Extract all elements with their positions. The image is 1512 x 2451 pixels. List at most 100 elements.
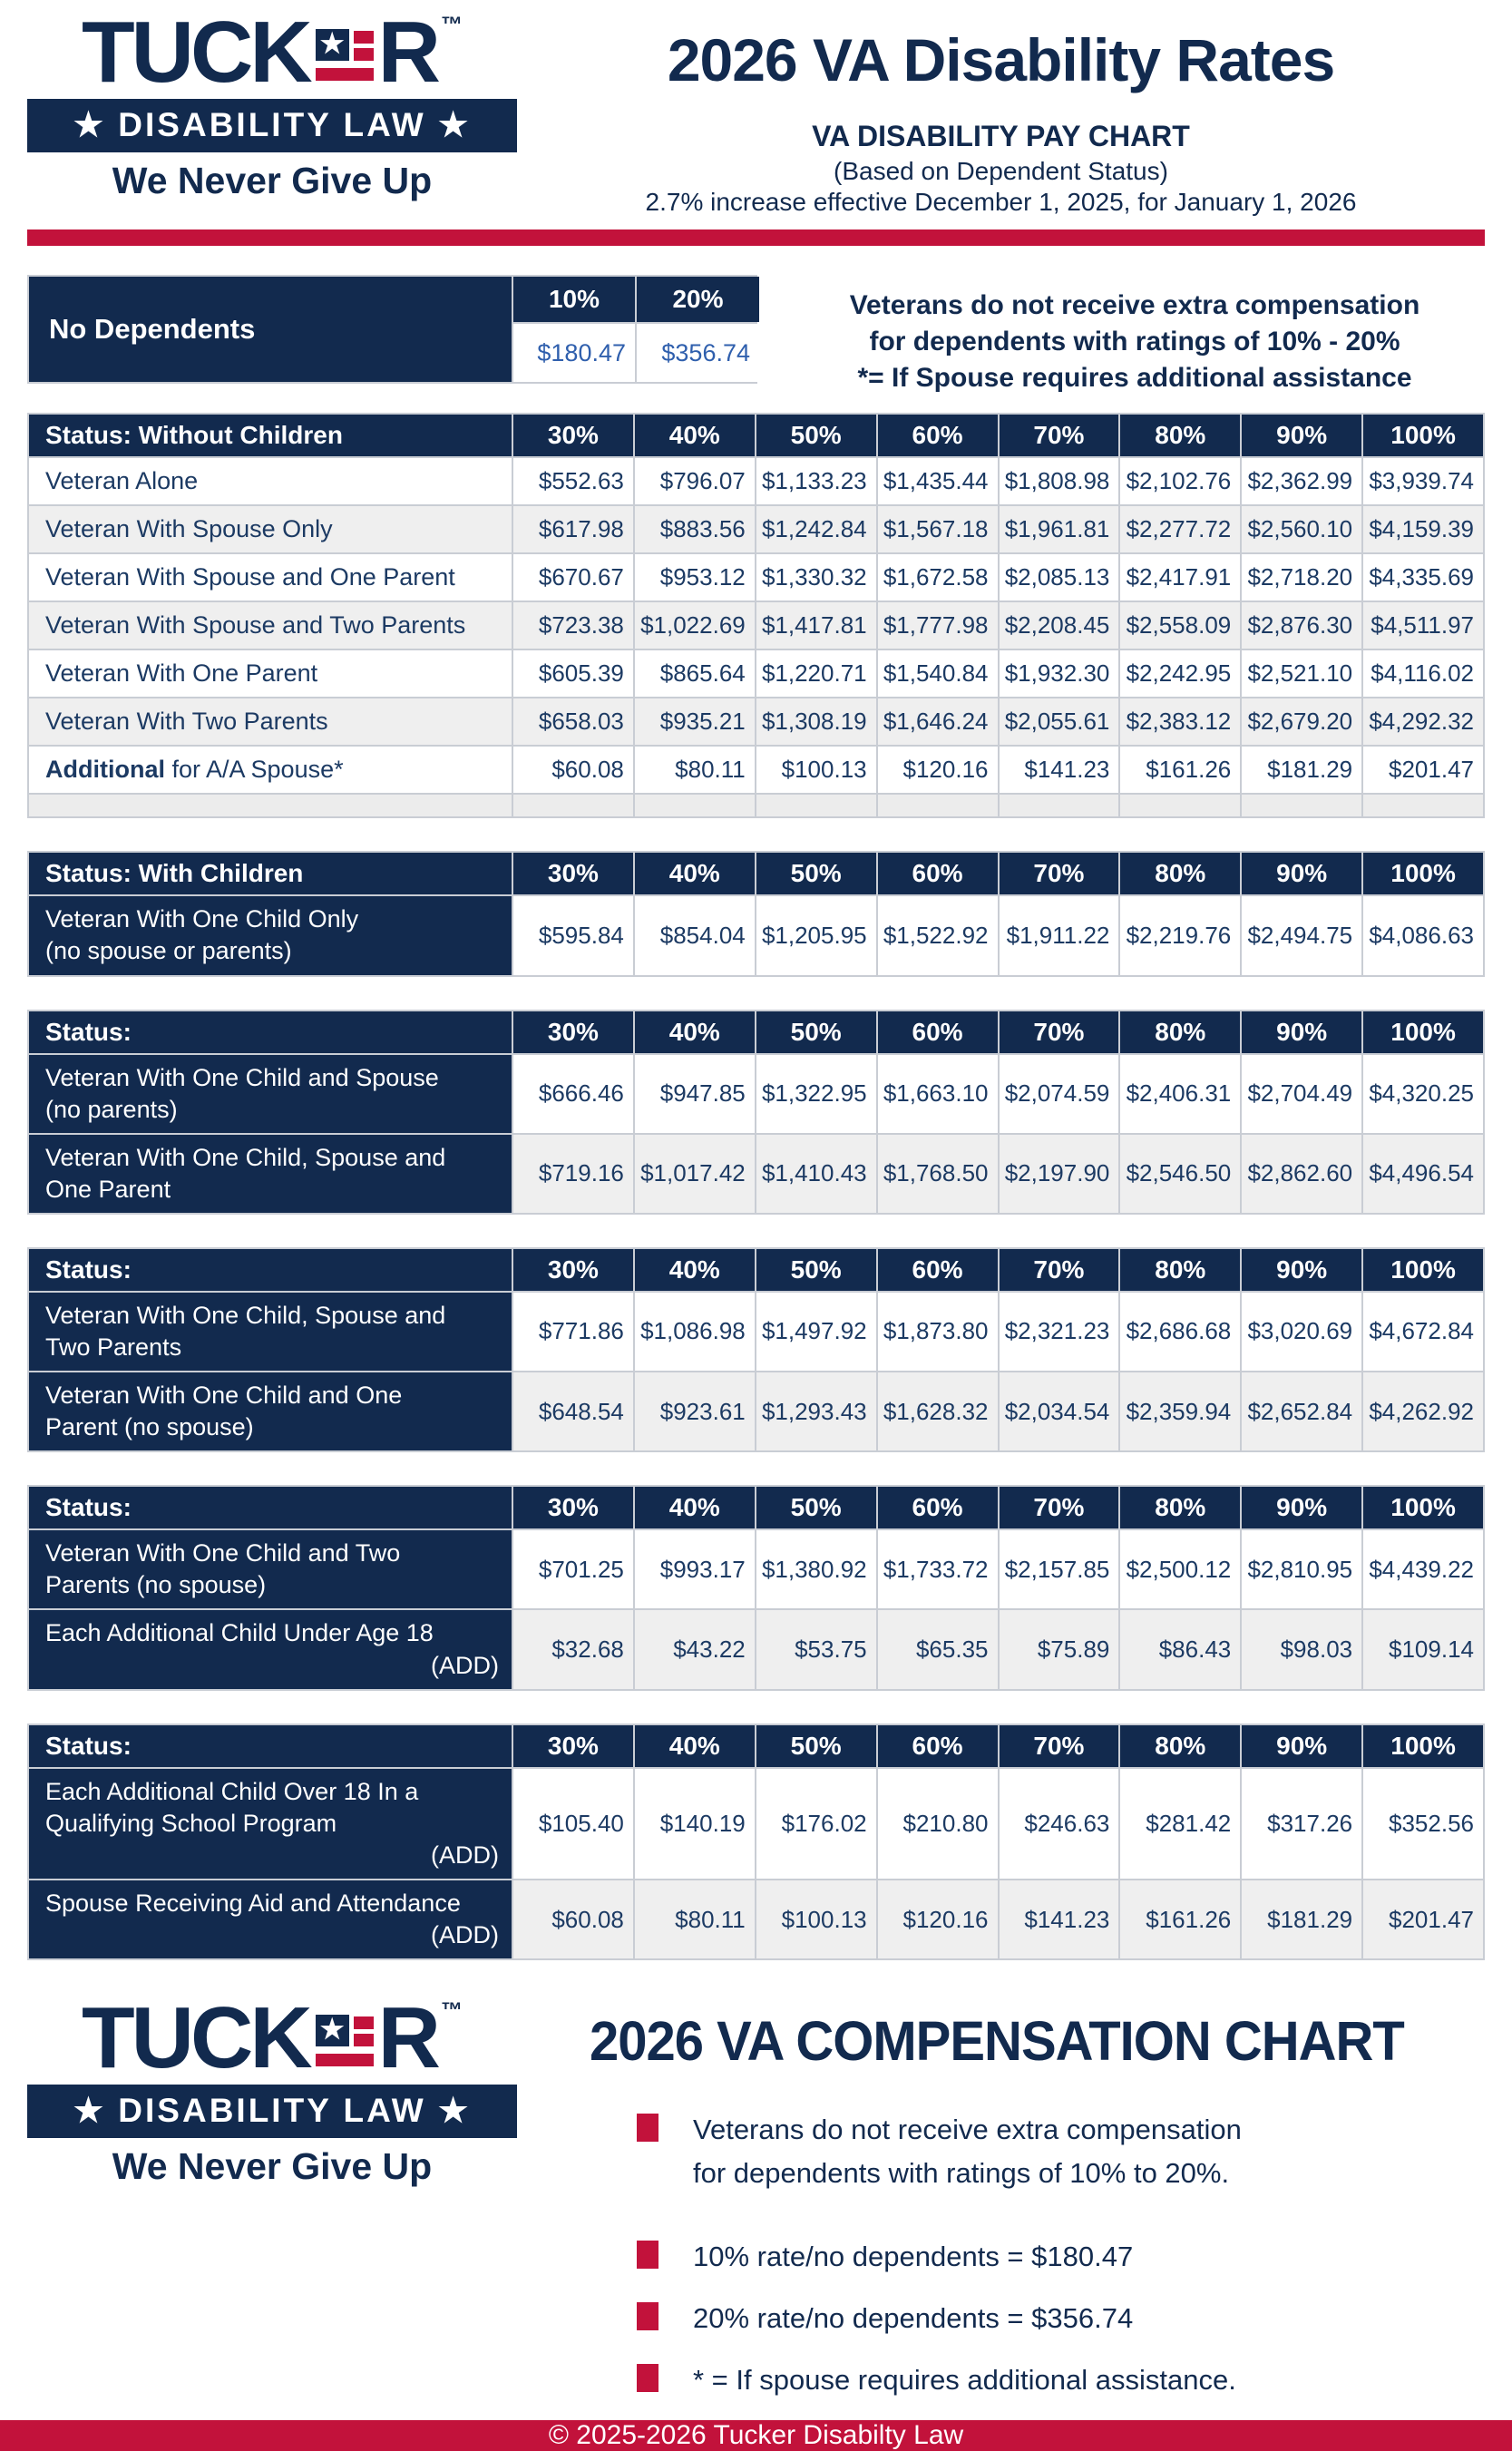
flag-e-icon: ★ bbox=[315, 28, 374, 87]
column-header-20: 20% bbox=[637, 277, 759, 322]
column-header: 60% bbox=[877, 414, 998, 456]
rate-cell-20: $356.74 bbox=[637, 324, 759, 382]
column-header: 30% bbox=[513, 1487, 633, 1529]
rate-cell: $2,219.76 bbox=[1120, 896, 1241, 975]
logo-text-suffix: R bbox=[377, 4, 441, 101]
rate-table: Status: With Children 30% 40% 50% 60% 70% 80% 9… bbox=[27, 851, 1485, 977]
add-tag: (ADD) bbox=[431, 1921, 499, 1949]
row-label-text: Veteran With One Child, Spouse and Two P… bbox=[45, 1301, 446, 1361]
flag-stripe-icon bbox=[353, 30, 374, 44]
rate-cell: $1,961.81 bbox=[999, 505, 1119, 552]
rate-cell: $161.26 bbox=[1120, 747, 1241, 794]
spacer-cell bbox=[999, 795, 1119, 817]
rate-cell: $2,383.12 bbox=[1120, 698, 1241, 746]
rate-cell: $1,133.23 bbox=[756, 457, 876, 504]
column-header: 60% bbox=[877, 1724, 998, 1767]
row-label-text: Veteran With One Child and Spouse (no pa… bbox=[45, 1063, 439, 1123]
column-header: 70% bbox=[999, 1487, 1119, 1529]
column-header: 40% bbox=[634, 1011, 755, 1053]
compensation-section: TUCK ★ R ™ ★ DISABILITY LAW ★ We Never G… bbox=[27, 1989, 1485, 2420]
rate-cell: $4,511.97 bbox=[1363, 601, 1483, 649]
column-header: 70% bbox=[999, 414, 1119, 456]
rate-cell: $2,876.30 bbox=[1242, 601, 1362, 649]
logo-text-prefix: TUCK bbox=[82, 1989, 313, 2087]
rate-cell: $2,197.90 bbox=[999, 1134, 1119, 1213]
row-label-text: Veteran With One Child and One Parent (n… bbox=[45, 1382, 403, 1441]
row-label: Each Additional Child Over 18 In a Quali… bbox=[29, 1768, 512, 1879]
row-label-text: Veteran With Spouse Only bbox=[45, 514, 333, 542]
rate-cell: $1,497.92 bbox=[756, 1292, 876, 1372]
note-line: Veterans do not receive extra compensati… bbox=[849, 290, 1420, 320]
add-tag: (ADD) bbox=[431, 1841, 499, 1869]
column-header: 90% bbox=[1242, 853, 1362, 895]
column-header: 70% bbox=[999, 1724, 1119, 1767]
column-header: 30% bbox=[513, 1248, 633, 1291]
star-icon: ★ bbox=[319, 29, 345, 60]
rate-table: Status: 30% 40% 50% 60% 70% 80% 90% 100% Veteran … bbox=[27, 1246, 1485, 1453]
bullet-square-icon bbox=[637, 2114, 658, 2143]
rate-cell: $140.19 bbox=[634, 1768, 755, 1879]
rate-cell: $854.04 bbox=[634, 896, 755, 975]
rate-cell: $2,417.91 bbox=[1120, 553, 1241, 601]
column-header: 60% bbox=[877, 1487, 998, 1529]
rate-cell: $210.80 bbox=[877, 1768, 998, 1879]
rate-cell: $2,208.45 bbox=[999, 601, 1119, 649]
flag-canton: ★ bbox=[315, 28, 349, 61]
page-header: TUCK ★ R ™ ★ DISABILITY LAW ★ We Never G… bbox=[27, 4, 1485, 217]
compensation-chart-column: 2026 VA COMPENSATION CHART Veterans do n… bbox=[517, 2004, 1485, 2420]
logo-banner: ★ DISABILITY LAW ★ bbox=[27, 2084, 517, 2138]
rate-cell: $201.47 bbox=[1363, 747, 1483, 794]
column-header: 100% bbox=[1363, 1487, 1483, 1529]
rate-cell: $552.63 bbox=[513, 457, 633, 504]
row-label: Spouse Receiving Aid and Attendance (ADD) bbox=[29, 1880, 512, 1959]
column-header: 50% bbox=[756, 853, 876, 895]
rate-cell: $80.11 bbox=[634, 747, 755, 794]
bullet-item: 20% rate/no dependents = $356.74 bbox=[637, 2297, 1485, 2340]
rate-cell: $2,085.13 bbox=[999, 553, 1119, 601]
rate-cell: $2,500.12 bbox=[1120, 1530, 1241, 1609]
rate-cell: $771.86 bbox=[513, 1292, 633, 1372]
tucker-logo: TUCK ★ R ™ ★ DISABILITY LAW ★ We Never G… bbox=[27, 1989, 517, 2188]
column-header: 80% bbox=[1120, 414, 1241, 456]
column-header: 80% bbox=[1120, 1248, 1241, 1291]
column-header: 80% bbox=[1120, 1011, 1241, 1053]
rate-cell: $883.56 bbox=[634, 505, 755, 552]
bullet-item: 10% rate/no dependents = $180.47 bbox=[637, 2235, 1485, 2279]
rate-cell-10: $180.47 bbox=[513, 324, 635, 382]
column-header: 30% bbox=[513, 1724, 633, 1767]
rate-cell: $181.29 bbox=[1242, 1880, 1362, 1959]
flag-stripe-icon bbox=[315, 67, 374, 81]
spacer-cell bbox=[513, 795, 633, 817]
column-header: 40% bbox=[634, 1724, 755, 1767]
note-line: *= If Spouse requires additional assista… bbox=[857, 362, 1412, 393]
rate-cell: $1,308.19 bbox=[756, 698, 876, 746]
rate-cell: $1,540.84 bbox=[877, 650, 998, 698]
spacer-cell bbox=[1242, 795, 1362, 817]
rate-cell: $1,768.50 bbox=[877, 1134, 998, 1213]
rate-cell: $1,911.22 bbox=[999, 896, 1119, 975]
logo-tagline: We Never Give Up bbox=[112, 2144, 433, 2187]
rate-cell: $4,086.63 bbox=[1363, 896, 1483, 975]
rate-cell: $2,558.09 bbox=[1120, 601, 1241, 649]
spacer-cell bbox=[877, 795, 998, 817]
no-dependents-note: Veterans do not receive extra compensati… bbox=[757, 275, 1485, 396]
rate-cell: $120.16 bbox=[877, 1880, 998, 1959]
rate-cell: $4,292.32 bbox=[1363, 698, 1483, 746]
compensation-bullets: Veterans do not receive extra compensati… bbox=[590, 2108, 1485, 2402]
rate-cell: $98.03 bbox=[1242, 1610, 1362, 1689]
rate-cell: $4,320.25 bbox=[1363, 1054, 1483, 1133]
rate-cell: $1,567.18 bbox=[877, 505, 998, 552]
rate-cell: $947.85 bbox=[634, 1054, 755, 1133]
bullet-text: 20% rate/no dependents = $356.74 bbox=[693, 2302, 1134, 2335]
rate-cell: $201.47 bbox=[1363, 1880, 1483, 1959]
row-label: Veteran With Spouse and Two Parents bbox=[29, 601, 512, 649]
rate-cell: $1,522.92 bbox=[877, 896, 998, 975]
rate-cell: $4,439.22 bbox=[1363, 1530, 1483, 1609]
rate-cell: $2,560.10 bbox=[1242, 505, 1362, 552]
rate-cell: $4,672.84 bbox=[1363, 1292, 1483, 1372]
row-label: Veteran With One Child and Two Parents (… bbox=[29, 1530, 512, 1609]
rate-cell: $2,102.76 bbox=[1120, 457, 1241, 504]
bullet-text: Veterans do not receive extra compensati… bbox=[693, 2114, 1242, 2190]
spacer-cell bbox=[1363, 795, 1483, 817]
rate-cell: $120.16 bbox=[877, 747, 998, 794]
